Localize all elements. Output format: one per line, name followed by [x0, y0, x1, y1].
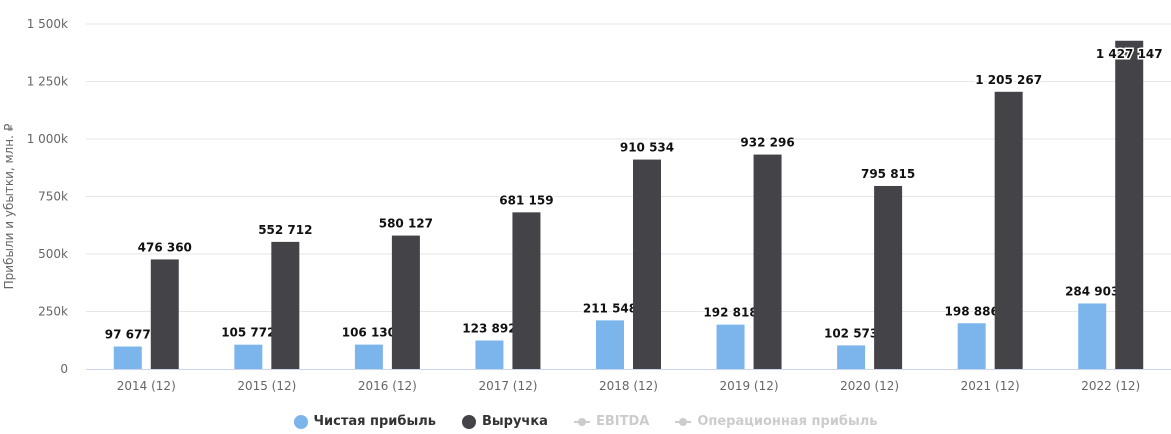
bar-net-profit	[113, 346, 142, 369]
y-tick-label: 750k	[38, 190, 68, 204]
data-label-net-profit: 123 892	[462, 322, 516, 336]
legend-item-operating-profit[interactable]: Операционная прибыль	[675, 414, 878, 429]
legend-item-net-profit[interactable]: Чистая прибыль	[293, 414, 436, 429]
x-tick-label: 2016 (12)	[358, 379, 417, 393]
data-label-net-profit: 192 818	[703, 306, 757, 320]
bar-net-profit	[354, 344, 383, 369]
data-label-revenue: 910 534	[620, 141, 674, 155]
data-label-net-profit: 284 903	[1065, 284, 1119, 298]
legend: Чистая прибыль Выручка EBITDA Операционн…	[0, 414, 1171, 429]
data-label-net-profit: 211 548	[583, 301, 637, 315]
data-label-revenue: 681 159	[499, 193, 553, 207]
y-tick-label: 1 250k	[27, 75, 68, 89]
legend-label-operating-profit: Операционная прибыль	[697, 414, 878, 429]
legend-marker-operating-profit	[675, 417, 692, 427]
bar-net-profit	[716, 324, 745, 369]
legend-label-ebitda: EBITDA	[595, 414, 650, 429]
y-tick-label: 1 500k	[27, 17, 68, 31]
y-tick-label: 0	[60, 362, 68, 376]
bar-revenue	[512, 212, 541, 369]
x-tick-label: 2014 (12)	[117, 379, 176, 393]
data-label-revenue: 1 205 267	[975, 73, 1042, 87]
bar-revenue	[874, 185, 903, 369]
x-tick-label: 2020 (12)	[840, 379, 899, 393]
bar-revenue	[150, 259, 179, 369]
y-tick-label: 500k	[38, 247, 68, 261]
data-label-revenue: 476 360	[138, 240, 192, 254]
legend-item-revenue[interactable]: Выручка	[461, 414, 548, 429]
legend-label-revenue: Выручка	[481, 414, 548, 429]
data-label-revenue: 1 427 147	[1096, 47, 1163, 61]
x-tick-label: 2022 (12)	[1081, 379, 1140, 393]
bar-revenue	[633, 159, 661, 369]
legend-item-ebitda[interactable]: EBITDA	[573, 414, 650, 429]
x-tick-label: 2021 (12)	[961, 379, 1020, 393]
bar-revenue	[391, 235, 420, 369]
x-tick-label: 2019 (12)	[720, 379, 779, 393]
legend-label-net-profit: Чистая прибыль	[313, 414, 436, 429]
data-label-net-profit: 105 772	[221, 326, 275, 340]
legend-marker-ebitda	[573, 417, 590, 427]
bar-revenue	[271, 241, 300, 369]
x-tick-label: 2018 (12)	[599, 379, 658, 393]
y-tick-label: 1 000k	[27, 132, 68, 146]
bar-revenue	[1115, 40, 1144, 369]
bar-net-profit	[234, 344, 263, 369]
data-label-net-profit: 106 130	[342, 326, 396, 340]
bar-net-profit	[1078, 303, 1107, 369]
bar-revenue	[753, 154, 782, 369]
y-axis-title: Прибыли и убытки, млн. ₽	[2, 123, 16, 289]
bar-net-profit	[837, 345, 866, 369]
x-tick-label: 2017 (12)	[478, 379, 537, 393]
data-label-net-profit: 102 573	[824, 326, 878, 340]
data-label-revenue: 795 815	[861, 167, 915, 181]
data-label-revenue: 932 296	[740, 136, 794, 150]
bar-net-profit	[596, 320, 624, 369]
data-label-net-profit: 198 886	[945, 304, 999, 318]
bar-net-profit	[957, 323, 986, 369]
legend-marker-revenue	[461, 414, 476, 429]
data-label-revenue: 580 127	[379, 217, 433, 231]
bar-revenue	[994, 91, 1023, 370]
y-tick-label: 250k	[38, 305, 68, 319]
legend-marker-net-profit	[293, 414, 308, 429]
x-tick-label: 2015 (12)	[237, 379, 296, 393]
data-label-net-profit: 97 677	[105, 328, 151, 342]
data-label-revenue: 552 712	[258, 223, 312, 237]
bar-net-profit	[475, 340, 504, 369]
